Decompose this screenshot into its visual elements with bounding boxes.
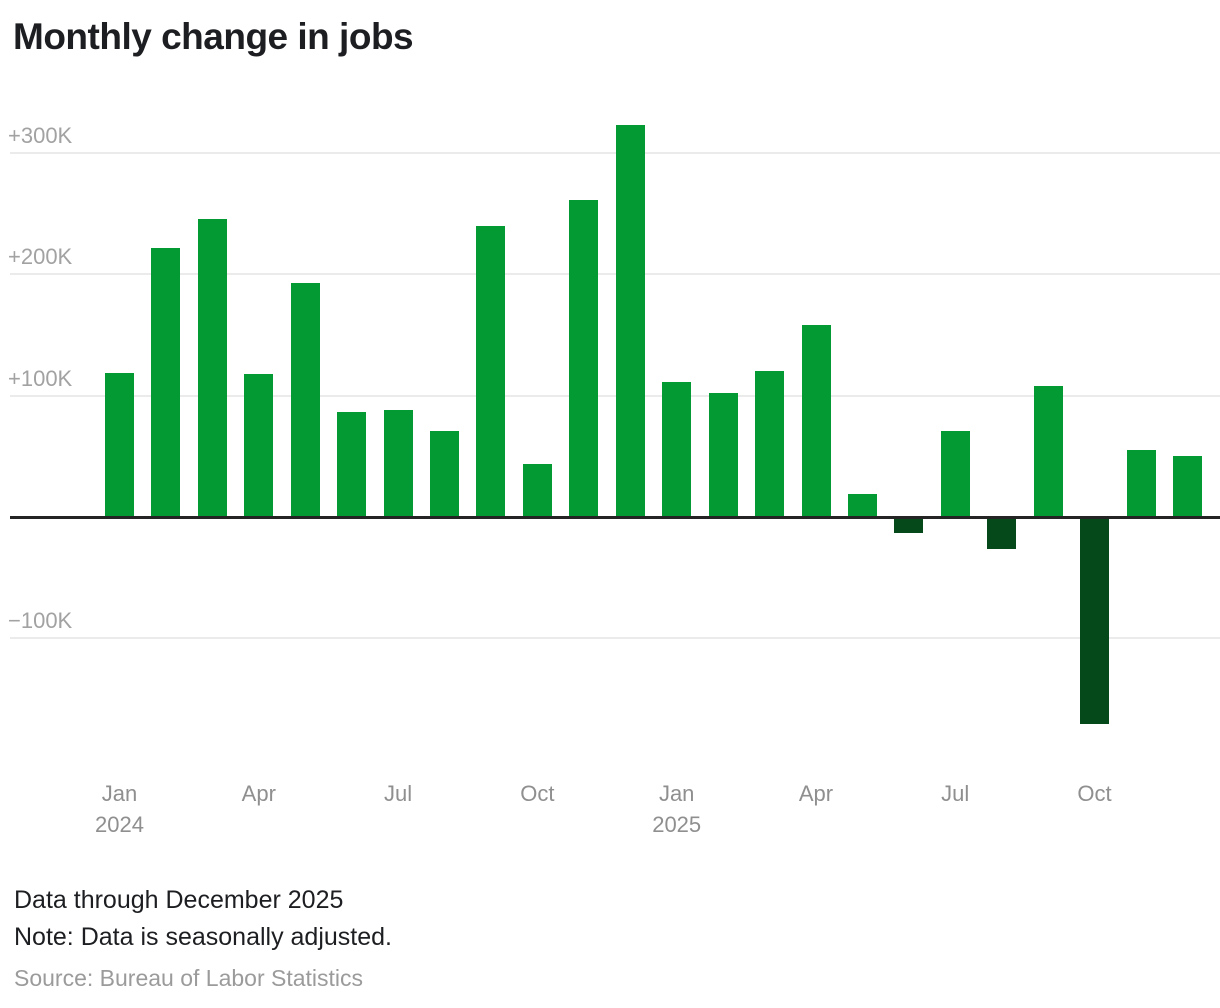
data-through-note: Data through December 2025 — [14, 886, 344, 914]
bar-Jul-2024 — [383, 410, 413, 517]
gridline-300k — [10, 152, 1220, 155]
bar-Aug-2024 — [430, 430, 459, 517]
bar-Apr-2024 — [244, 373, 274, 517]
bar-Aug-2025 — [987, 517, 1017, 549]
bar-Mar-2025 — [755, 371, 784, 517]
x-axis-tick-label: Jan 2025 — [617, 778, 737, 840]
bar-Oct-2025 — [1080, 517, 1109, 725]
x-tick-month: Apr — [798, 781, 834, 806]
bar-Sep-2025 — [1033, 386, 1063, 517]
bar-Jun-2024 — [337, 411, 367, 517]
x-axis-tick-label: Jan 2024 — [60, 778, 180, 840]
bar-Sep-2024 — [476, 225, 506, 517]
x-tick-month: Apr — [241, 781, 276, 806]
bar-Jan-2024 — [105, 372, 134, 517]
x-tick-month: Oct — [1077, 781, 1112, 806]
bar-Dec-2024 — [615, 125, 645, 517]
y-axis-tick-label: −100K — [8, 608, 73, 634]
x-axis-tick-label: Jul — [338, 778, 458, 809]
x-axis-tick-label: Apr — [199, 778, 319, 809]
source-credit: Source: Bureau of Labor Statistics — [14, 965, 364, 991]
x-axis-tick-label: Jul — [895, 778, 1015, 809]
bar-Apr-2025 — [801, 325, 831, 517]
seasonal-adjustment-note: Note: Data is seasonally adjusted. — [14, 923, 392, 951]
bar-Feb-2024 — [151, 247, 181, 517]
x-tick-month: Jan — [658, 781, 695, 806]
bar-Feb-2025 — [708, 393, 738, 517]
x-axis-tick-label: Apr — [756, 778, 876, 809]
x-tick-month: Oct — [520, 781, 555, 806]
x-axis-tick-label: Oct — [477, 778, 597, 809]
bar-Dec-2025 — [1172, 456, 1202, 518]
bar-Nov-2025 — [1126, 450, 1156, 517]
zero-axis-line — [10, 515, 1220, 519]
gridline-200k — [10, 273, 1220, 276]
bar-May-2025 — [847, 494, 877, 517]
bar-Nov-2024 — [569, 200, 599, 517]
x-tick-year: 2025 — [652, 812, 702, 837]
gridline-100k — [10, 394, 1220, 397]
bar-Oct-2024 — [522, 463, 552, 517]
bar-Jul-2025 — [940, 430, 970, 517]
bar-May-2024 — [290, 282, 320, 517]
x-tick-month: Jan — [101, 781, 138, 806]
bar-Jan-2025 — [662, 382, 692, 517]
x-tick-year: 2024 — [95, 812, 144, 837]
x-tick-month: Jul — [384, 781, 413, 806]
bar-Mar-2024 — [197, 218, 227, 517]
x-axis-tick-label: Oct — [1035, 778, 1155, 809]
y-axis-tick-label: +200K — [8, 244, 73, 270]
y-axis-tick-label: +100K — [8, 365, 73, 391]
chart-title: Monthly change in jobs — [13, 16, 414, 57]
x-tick-month: Jul — [941, 781, 970, 806]
gridline--100k — [10, 637, 1220, 640]
y-axis-tick-label: +300K — [8, 123, 73, 149]
bar-Jun-2025 — [894, 517, 924, 533]
